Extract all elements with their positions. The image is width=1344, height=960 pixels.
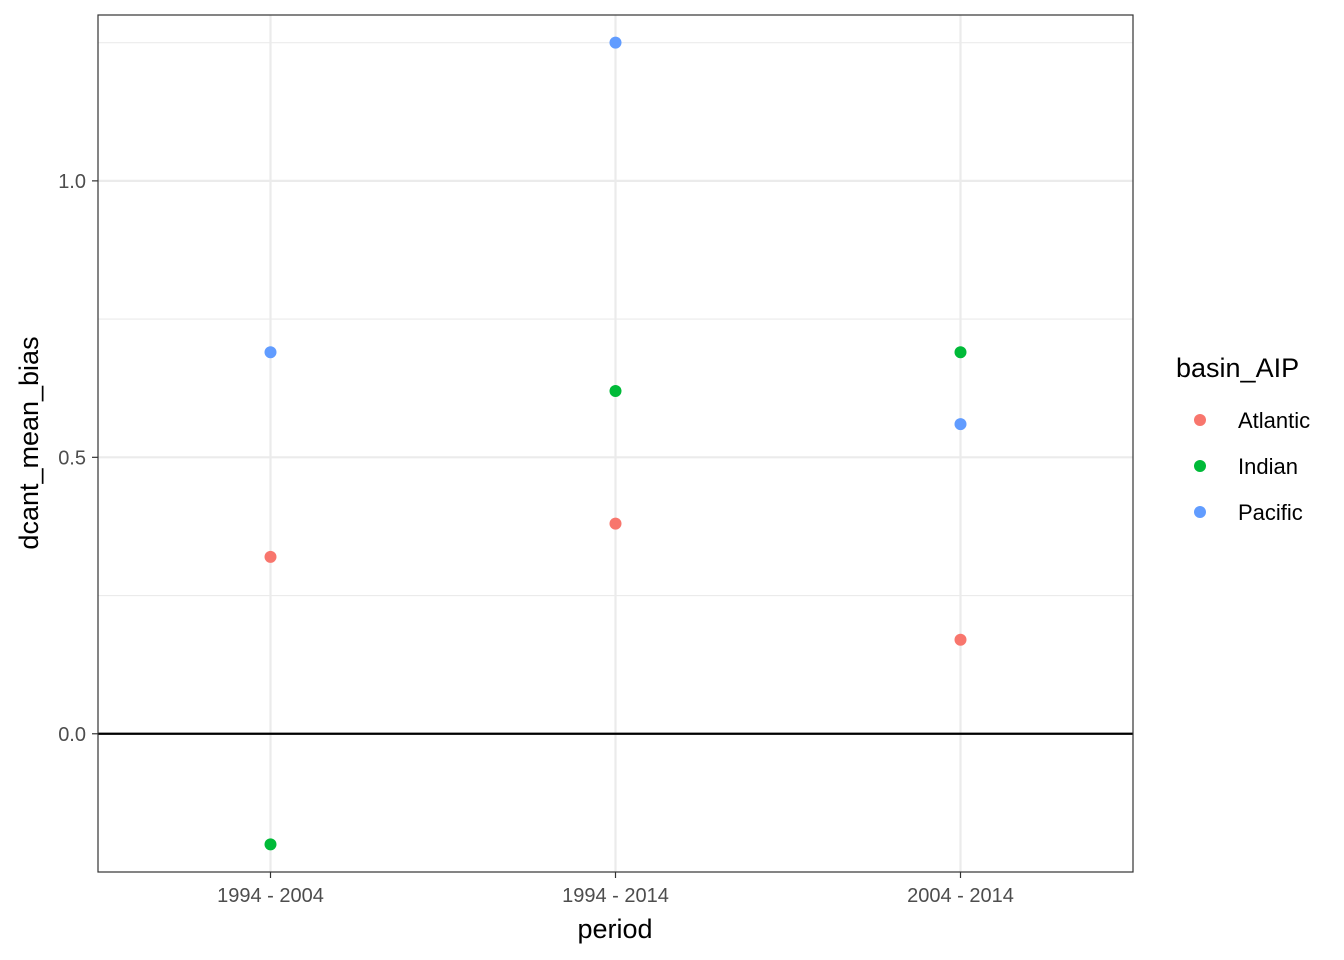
point-pacific [264,346,277,359]
x-tick-label: 1994 - 2014 [562,885,669,907]
legend-label-indian: Indian [1238,454,1298,479]
point-indian [954,346,967,359]
point-indian [264,838,277,851]
legend-key-pacific [1194,506,1206,518]
x-axis-title: period [577,914,652,944]
y-axis-title: dcant_mean_bias [14,336,44,549]
point-atlantic [609,517,622,530]
legend-label-atlantic: Atlantic [1238,408,1310,433]
x-axis: 1994 - 2004 1994 - 2014 2004 - 2014 [217,872,1014,907]
point-atlantic [264,550,277,563]
legend-title: basin_AIP [1176,353,1299,383]
y-axis: 0.0 0.5 1.0 [58,171,98,746]
legend-key-indian [1194,460,1206,472]
data-points [264,36,967,851]
legend-items: Atlantic Indian Pacific [1194,408,1310,525]
legend: basin_AIP Atlantic Indian Pacific [1176,353,1310,525]
point-atlantic [954,633,967,646]
y-tick-label: 1.0 [58,171,86,193]
legend-key-atlantic [1194,414,1206,426]
x-tick-label: 1994 - 2004 [217,885,324,907]
point-pacific [954,418,967,431]
y-tick-label: 0.5 [58,447,86,469]
x-tick-label: 2004 - 2014 [907,885,1014,907]
plot-panel [97,14,1134,873]
point-indian [609,384,622,397]
y-tick-label: 0.0 [58,724,86,746]
point-pacific [609,36,622,49]
legend-label-pacific: Pacific [1238,500,1303,525]
